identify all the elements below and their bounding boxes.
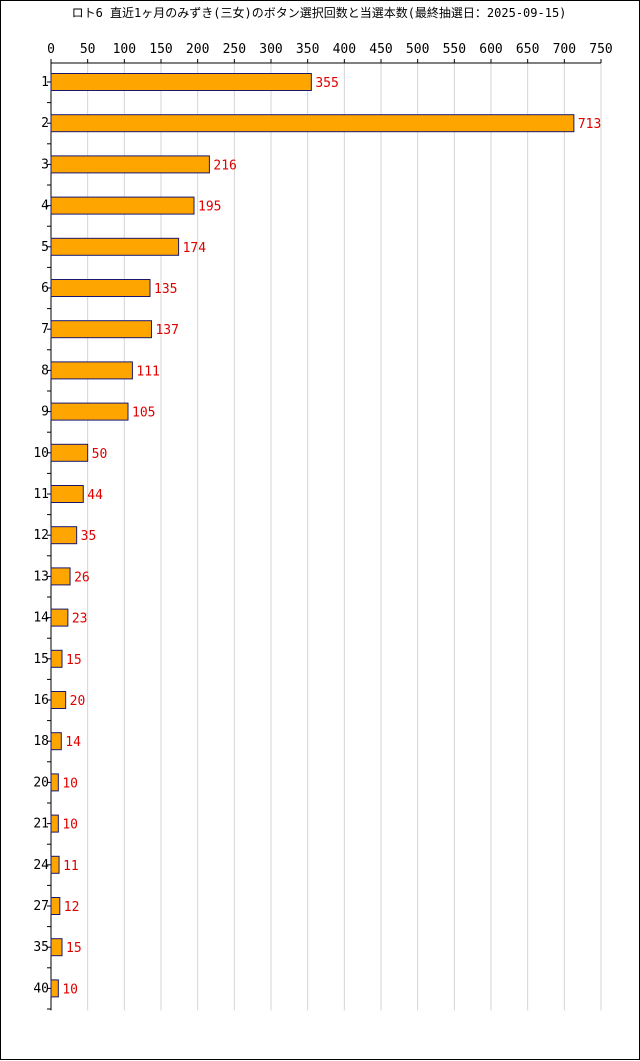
y-tick-label: 40 <box>33 981 49 996</box>
data-label: 15 <box>66 941 82 956</box>
y-tick-label: 4 <box>41 199 49 214</box>
data-label: 26 <box>74 570 90 585</box>
y-tick-label: 24 <box>33 858 49 873</box>
bar <box>50 567 71 586</box>
bar <box>50 361 133 380</box>
chart-title: ロト6 直近1ヶ月のみずき(三女)のボタン選択回数と当選本数(最終抽選日：202… <box>72 5 567 20</box>
bar <box>50 732 62 751</box>
y-tick-label: 10 <box>33 446 49 461</box>
x-tick-label: 400 <box>333 42 356 57</box>
y-tick-label: 16 <box>33 693 49 708</box>
data-label: 14 <box>65 735 81 750</box>
y-tick-label: 9 <box>41 405 49 420</box>
data-label: 174 <box>183 241 207 256</box>
bar <box>50 114 575 133</box>
y-tick-label: 20 <box>33 775 49 790</box>
x-tick-label: 550 <box>443 42 466 57</box>
y-tick-label: 11 <box>33 487 49 502</box>
bar <box>50 196 195 215</box>
data-label: 11 <box>63 859 79 874</box>
y-tick-label: 27 <box>33 899 49 914</box>
y-tick-label: 15 <box>33 652 49 667</box>
bars <box>50 73 575 998</box>
x-tick-label: 450 <box>369 42 392 57</box>
y-tick-label: 35 <box>33 940 49 955</box>
data-label: 12 <box>64 900 80 915</box>
bar <box>50 485 84 503</box>
bar <box>50 608 69 627</box>
bar <box>50 814 59 833</box>
data-label: 216 <box>213 158 236 173</box>
y-tick-label: 6 <box>41 281 49 296</box>
data-label: 10 <box>62 818 78 833</box>
bar <box>50 979 59 998</box>
bar <box>50 402 129 421</box>
y-tick-label: 3 <box>41 157 49 172</box>
data-label: 50 <box>92 447 108 462</box>
y-tick-label: 2 <box>41 116 49 131</box>
x-tick-label: 750 <box>589 42 612 57</box>
y-tick-label: 13 <box>33 569 49 584</box>
bar <box>50 773 59 792</box>
bar <box>50 320 152 339</box>
x-axis-ticks: 0 50 100 150 200 250 300 350 400 450 500 550 600 650 7… <box>47 42 613 63</box>
x-tick-label: 700 <box>553 42 576 57</box>
data-label: 105 <box>132 406 155 421</box>
data-label: 23 <box>72 612 88 627</box>
data-label: 111 <box>136 364 159 379</box>
x-tick-label: 100 <box>113 42 136 57</box>
data-label: 355 <box>315 76 338 91</box>
x-tick-label: 650 <box>516 42 539 57</box>
bar <box>50 526 78 545</box>
bar <box>50 938 63 957</box>
bar <box>50 691 67 709</box>
bar <box>50 279 151 297</box>
x-tick-label: 250 <box>223 42 246 57</box>
x-tick-label: 600 <box>479 42 502 57</box>
data-label: 135 <box>154 282 177 297</box>
y-tick-label: 1 <box>41 75 49 90</box>
data-label: 15 <box>66 653 82 668</box>
value-labels: 355 713 216 195 174 135 137 111 105 50 44 35 26 23 15 2… <box>62 76 601 997</box>
x-tick-label: 300 <box>259 42 282 57</box>
bar <box>50 443 89 462</box>
y-tick-label: 21 <box>33 817 49 832</box>
data-label: 20 <box>70 694 86 709</box>
data-label: 713 <box>578 117 601 132</box>
y-tick-label: 18 <box>33 734 49 749</box>
grid-lines <box>87 63 602 1011</box>
y-tick-label: 8 <box>41 363 49 378</box>
data-label: 195 <box>198 200 221 215</box>
bar <box>50 897 61 915</box>
y-tick-label: 7 <box>41 322 49 337</box>
data-label: 35 <box>81 529 97 544</box>
bar <box>50 237 180 256</box>
bar <box>50 649 63 668</box>
x-tick-label: 50 <box>80 42 96 57</box>
x-tick-label: 350 <box>296 42 319 57</box>
bar <box>50 155 210 174</box>
y-tick-label: 5 <box>41 240 49 255</box>
data-label: 44 <box>87 488 103 503</box>
x-tick-label: 500 <box>406 42 429 57</box>
bar <box>50 855 60 874</box>
x-tick-label: 150 <box>149 42 172 57</box>
y-tick-label: 14 <box>33 611 49 626</box>
y-tick-label: 12 <box>33 528 49 543</box>
bar <box>50 73 312 91</box>
data-label: 10 <box>62 982 78 997</box>
data-label: 137 <box>155 323 178 338</box>
x-tick-label: 200 <box>186 42 209 57</box>
data-label: 10 <box>62 776 78 791</box>
x-tick-label: 0 <box>47 42 55 57</box>
